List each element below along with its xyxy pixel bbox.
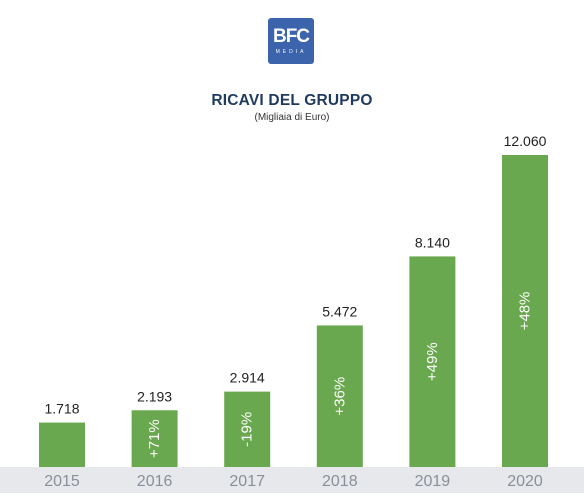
data-label-2015: 1.718 <box>44 401 79 417</box>
data-label-2016: 2.193 <box>137 388 172 404</box>
bfc-media-logo: BFC MEDIA <box>268 18 314 64</box>
data-label-2019: 8.140 <box>415 234 450 250</box>
x-axis-band <box>0 467 584 493</box>
growth-label-2017: -19% <box>239 412 256 447</box>
logo-main-text: BFC <box>272 26 310 47</box>
bar-2016 <box>131 410 178 467</box>
x-tick-2019: 2019 <box>415 473 451 490</box>
x-tick-2017: 2017 <box>229 473 265 490</box>
x-tick-2018: 2018 <box>322 473 358 490</box>
x-tick-2020: 2020 <box>507 473 543 490</box>
growth-label-2019: +49% <box>424 342 441 381</box>
chart-subtitle: (Migliaia di Euro) <box>254 112 330 123</box>
growth-label-2018: +36% <box>331 377 348 416</box>
growth-label-2020: +48% <box>517 292 534 331</box>
bar-2017 <box>224 391 271 467</box>
bar-2020 <box>502 155 548 467</box>
logo-sub-text: MEDIA <box>275 49 307 55</box>
bar-2019 <box>409 256 456 467</box>
data-label-2018: 5.472 <box>322 303 357 319</box>
x-tick-2016: 2016 <box>137 473 173 490</box>
chart-title: RICAVI DEL GRUPPO <box>211 92 373 109</box>
bar-2018 <box>316 325 363 467</box>
data-label-2020: 12.060 <box>504 133 547 149</box>
x-tick-2015: 2015 <box>44 473 80 490</box>
growth-label-2016: +71% <box>146 419 163 458</box>
data-label-2017: 2.914 <box>230 370 265 386</box>
bar-2015 <box>39 422 85 467</box>
